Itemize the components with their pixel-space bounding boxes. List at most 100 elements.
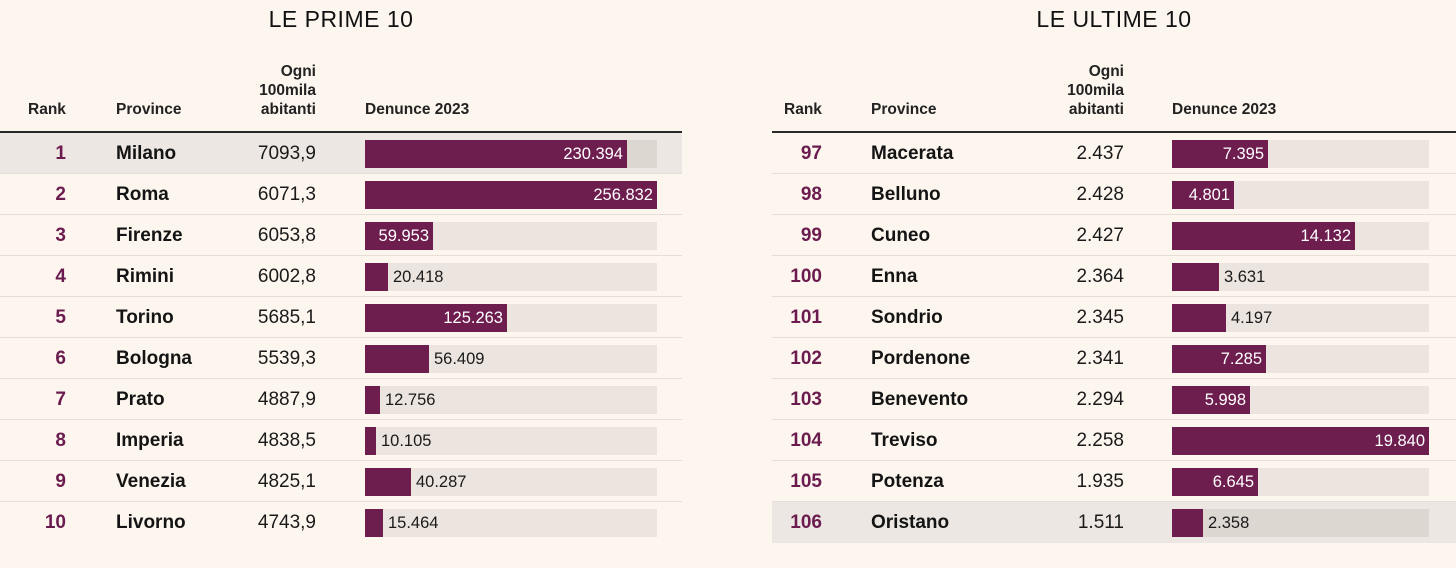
complaints-value-label: 14.132 bbox=[1300, 227, 1351, 245]
province-cell: Rimini bbox=[116, 266, 175, 287]
header-rule bbox=[0, 131, 682, 133]
table-row: 4 Rimini 6002,8 20.418 bbox=[0, 256, 682, 297]
province-cell: Prato bbox=[116, 389, 165, 410]
complaints-bar bbox=[365, 181, 657, 209]
complaints-header: Denunce 2023 bbox=[365, 101, 470, 118]
rank-cell: 106 bbox=[790, 512, 822, 533]
province-cell: Torino bbox=[116, 307, 174, 328]
complaints-bar bbox=[1172, 427, 1429, 455]
rate-cell: 6002,8 bbox=[257, 266, 316, 287]
rate-cell: 2.437 bbox=[1076, 143, 1124, 164]
complaints-value-label: 7.285 bbox=[1220, 350, 1262, 368]
complaints-bar bbox=[1172, 304, 1226, 332]
province-cell: Roma bbox=[116, 184, 169, 205]
bar-track: 3.631 bbox=[1172, 263, 1429, 291]
rank-cell: 105 bbox=[790, 471, 822, 492]
rate-cell: 1.511 bbox=[1077, 512, 1124, 533]
rank-cell: 9 bbox=[55, 471, 66, 492]
top-ten-panel: LE PRIME 10 Rank Province Ogni 100mila abi… bbox=[0, 0, 682, 568]
table-row: 100 Enna 2.364 3.631 bbox=[772, 256, 1456, 297]
bar-track: 2.358 bbox=[1172, 509, 1429, 537]
rank-cell: 99 bbox=[800, 225, 822, 246]
complaints-value-label: 256.832 bbox=[593, 186, 653, 204]
complaints-bar bbox=[1172, 468, 1258, 496]
panel-title: LE PRIME 10 bbox=[268, 6, 414, 32]
complaints-bar bbox=[365, 386, 380, 414]
table-row: 106 Oristano 1.511 2.358 bbox=[772, 502, 1456, 543]
bar-track: 12.756 bbox=[365, 386, 657, 414]
complaints-value-label: 5.998 bbox=[1204, 391, 1246, 409]
complaints-bar bbox=[1172, 345, 1266, 373]
province-cell: Livorno bbox=[116, 512, 186, 533]
complaints-bar bbox=[1172, 140, 1268, 168]
rate-cell: 4743,9 bbox=[257, 512, 316, 533]
header-rule bbox=[772, 131, 1456, 133]
complaints-value-label: 56.409 bbox=[434, 350, 485, 368]
complaints-bar bbox=[365, 345, 429, 373]
complaints-value-label: 20.418 bbox=[393, 268, 444, 286]
bar-track: 256.832 bbox=[365, 181, 657, 209]
rate-cell: 2.364 bbox=[1076, 266, 1124, 287]
rate-cell: 7093,9 bbox=[257, 143, 316, 164]
province-cell: Potenza bbox=[871, 471, 944, 492]
bar-track: 20.418 bbox=[365, 263, 657, 291]
bar-track: 7.285 bbox=[1172, 345, 1429, 373]
rank-cell: 104 bbox=[790, 430, 822, 451]
complaints-bar bbox=[365, 140, 627, 168]
province-cell: Firenze bbox=[116, 225, 183, 246]
complaints-value-label: 7.395 bbox=[1222, 145, 1264, 163]
bar-track: 10.105 bbox=[365, 427, 657, 455]
rate-cell: 6053,8 bbox=[257, 225, 316, 246]
province-cell: Benevento bbox=[871, 389, 969, 410]
complaints-value-label: 2.358 bbox=[1208, 514, 1250, 532]
rate-cell: 2.427 bbox=[1076, 225, 1124, 246]
province-cell: Oristano bbox=[871, 512, 950, 533]
rank-cell: 97 bbox=[800, 143, 822, 164]
complaints-bar bbox=[1172, 509, 1203, 537]
province-cell: Sondrio bbox=[871, 307, 943, 328]
province-cell: Imperia bbox=[116, 430, 184, 451]
table-row: 5 Torino 5685,1 125.263 bbox=[0, 297, 682, 338]
rate-header: Ogni 100mila abitanti bbox=[1067, 63, 1124, 118]
table-row: 98 Belluno 2.428 4.801 bbox=[772, 174, 1456, 215]
bar-track: 5.998 bbox=[1172, 386, 1429, 414]
rank-cell: 100 bbox=[790, 266, 822, 287]
rank-cell: 2 bbox=[55, 184, 66, 205]
table-row: 7 Prato 4887,9 12.756 bbox=[0, 379, 682, 420]
rank-header: Rank bbox=[28, 101, 66, 118]
bar-track: 6.645 bbox=[1172, 468, 1429, 496]
rate-header: Ogni 100mila abitanti bbox=[259, 63, 316, 118]
table-row: 6 Bologna 5539,3 56.409 bbox=[0, 338, 682, 379]
complaints-value-label: 19.840 bbox=[1374, 432, 1425, 450]
complaints-bar bbox=[365, 468, 411, 496]
bottom-ten-panel: LE ULTIME 10 Rank Province Ogni 100mila ab… bbox=[772, 0, 1456, 568]
province-cell: Pordenone bbox=[871, 348, 971, 369]
province-header: Province bbox=[116, 101, 182, 118]
complaints-value-label: 6.645 bbox=[1212, 473, 1254, 491]
rank-cell: 6 bbox=[55, 348, 66, 369]
bar-track: 40.287 bbox=[365, 468, 657, 496]
rate-cell: 5539,3 bbox=[257, 348, 316, 369]
rank-cell: 4 bbox=[55, 266, 66, 287]
table-row: 10 Livorno 4743,9 15.464 bbox=[0, 502, 682, 543]
table-row: 105 Potenza 1.935 6.645 bbox=[772, 461, 1456, 502]
rank-cell: 5 bbox=[55, 307, 66, 328]
rank-cell: 103 bbox=[790, 389, 822, 410]
rank-cell: 98 bbox=[800, 184, 822, 205]
table-body: 97 Macerata 2.437 7.395 98 Belluno 2.428 4.801 9… bbox=[772, 133, 1456, 543]
bar-track: 230.394 bbox=[365, 140, 657, 168]
rank-cell: 3 bbox=[55, 225, 66, 246]
rate-cell: 2.258 bbox=[1076, 430, 1124, 451]
province-cell: Enna bbox=[871, 266, 918, 287]
complaints-bar bbox=[365, 222, 433, 250]
complaints-bar bbox=[365, 427, 376, 455]
bar-track: 59.953 bbox=[365, 222, 657, 250]
complaints-bar bbox=[365, 304, 507, 332]
complaints-bar bbox=[365, 509, 383, 537]
province-cell: Belluno bbox=[871, 184, 941, 205]
complaints-bar bbox=[365, 263, 388, 291]
complaints-value-label: 3.631 bbox=[1224, 268, 1266, 286]
rate-cell: 5685,1 bbox=[257, 307, 316, 328]
complaints-value-label: 4.801 bbox=[1188, 186, 1230, 204]
table-row: 104 Treviso 2.258 19.840 bbox=[772, 420, 1456, 461]
